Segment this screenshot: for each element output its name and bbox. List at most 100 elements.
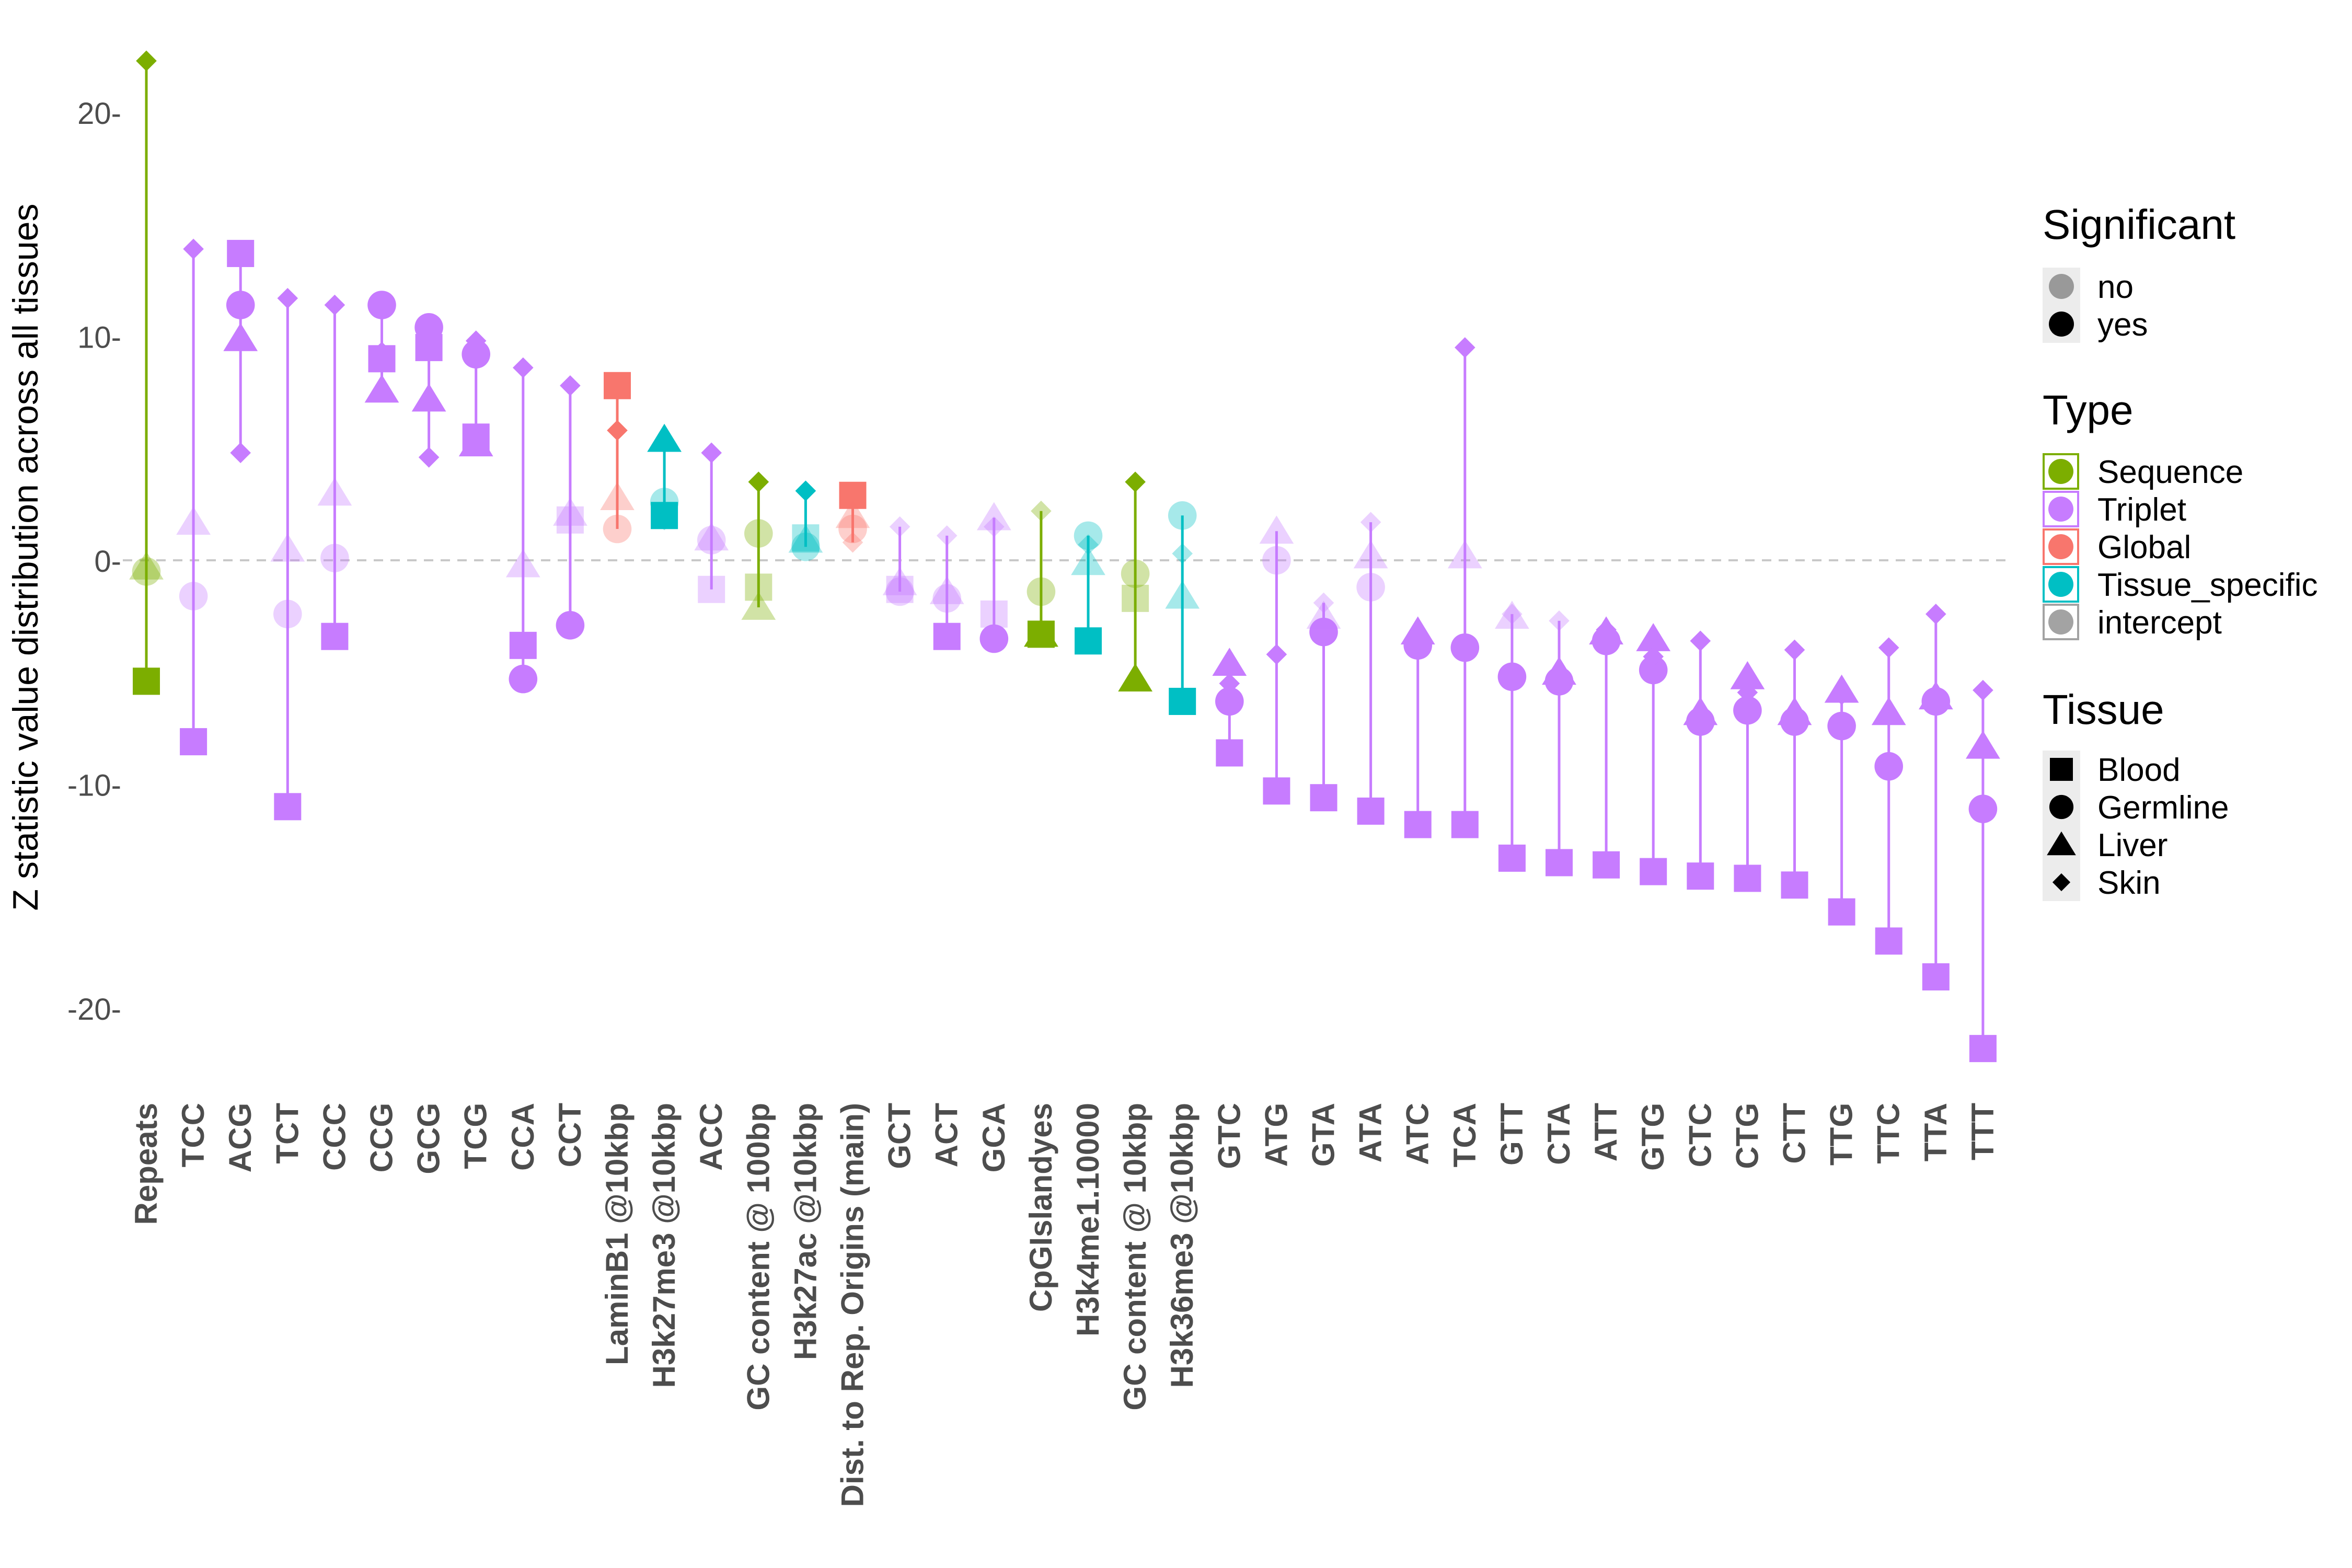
- point-liver-cct: [553, 498, 587, 526]
- legend-key-type-intercept: [2048, 609, 2073, 635]
- legend-label-type-global: Global: [2097, 529, 2191, 566]
- x-tick-label-ttt: TTT: [1965, 1103, 2000, 1160]
- y-tick-label: 10-: [77, 321, 121, 355]
- point-skin-laminb1-10kbp: [607, 420, 628, 441]
- legend-label-tissue-germline: Germline: [2097, 790, 2229, 826]
- point-liver-gct: [882, 567, 917, 595]
- legend-key-type-global: [2048, 534, 2073, 559]
- point-skin-ctt: [1784, 639, 1805, 661]
- point-skin-acc: [701, 442, 722, 464]
- point-blood-h3k27ac-10kbp: [792, 524, 820, 552]
- x-tick-label-ccg: CCG: [364, 1103, 399, 1172]
- point-blood-ctt: [1781, 871, 1808, 899]
- point-skin-gct: [889, 516, 910, 537]
- point-germline-laminb1-10kbp: [603, 514, 632, 544]
- point-liver-ctt: [1777, 697, 1812, 725]
- point-germline-repeats: [132, 557, 161, 586]
- point-skin-cpgislandyes: [1031, 500, 1052, 522]
- point-liver-gta: [1306, 601, 1341, 629]
- y-tick-label: -10-: [67, 769, 121, 803]
- point-blood-dist-to-rep-origins-main: [839, 481, 867, 509]
- point-germline-h3k27ac-10kbp: [791, 532, 820, 561]
- point-blood-gtc: [1216, 739, 1243, 767]
- point-blood-atc: [1404, 811, 1432, 838]
- x-tick-label-h3k36me3-10kbp: H3k36me3 @10kbp: [1165, 1103, 1200, 1388]
- point-skin-h3k4me1-10000: [1078, 534, 1099, 555]
- legend-label-tissue-liver: Liver: [2097, 827, 2167, 863]
- point-skin-ttt: [1973, 679, 1993, 701]
- y-axis-label: Z statistic value distribution across al…: [6, 204, 45, 911]
- point-germline-gtg: [1639, 655, 1668, 685]
- x-tick-label-ctg: CTG: [1730, 1103, 1765, 1169]
- x-tick-label-gc-content-100bp: GC content @ 100bp: [741, 1103, 776, 1411]
- point-liver-tta: [1918, 681, 1953, 710]
- point-blood-h3k36me3-10kbp: [1169, 687, 1196, 715]
- point-germline-tca: [1450, 633, 1480, 662]
- point-blood-gtt: [1498, 844, 1526, 872]
- x-tick-label-cca: CCA: [505, 1103, 540, 1171]
- legend-key-type-sequence: [2048, 459, 2073, 484]
- x-tick-label-gtc: GTC: [1212, 1103, 1247, 1169]
- point-liver-tcg: [458, 428, 493, 457]
- x-tick-label-gta: GTA: [1306, 1103, 1341, 1167]
- point-skin-acg: [230, 442, 251, 464]
- x-tick-label-ctc: CTC: [1682, 1103, 1717, 1167]
- x-tick-label-gct: GCT: [882, 1103, 917, 1169]
- point-blood-cca: [509, 631, 537, 659]
- point-skin-h3k27ac-10kbp: [795, 480, 816, 501]
- point-germline-tct: [273, 599, 302, 629]
- point-germline-gcg: [414, 313, 443, 342]
- x-tick-label-ttc: TTC: [1871, 1103, 1906, 1164]
- point-skin-gcg: [418, 447, 440, 468]
- point-skin-ttg: [1831, 684, 1852, 705]
- point-liver-acc: [694, 522, 729, 551]
- point-blood-ttt: [1969, 1035, 1997, 1063]
- x-tick-label-att: ATT: [1588, 1103, 1623, 1161]
- point-blood-act: [933, 622, 961, 650]
- point-blood-laminb1-10kbp: [604, 372, 631, 399]
- point-germline-acg: [226, 291, 255, 319]
- point-blood-gtg: [1640, 858, 1667, 885]
- x-tick-label-cpgislandyes: CpGIslandyes: [1023, 1103, 1058, 1312]
- point-blood-tca: [1451, 811, 1479, 838]
- y-tick-label: 20-: [77, 97, 121, 131]
- legend-key-type-tissue-specific: [2048, 572, 2073, 597]
- point-skin-cca: [513, 357, 534, 378]
- y-axis: 20- 10- 0- -10- -20-: [67, 97, 121, 1027]
- point-germline-gta: [1309, 617, 1338, 647]
- legend-label-type-intercept: intercept: [2097, 605, 2222, 641]
- point-liver-gc-content-10kbp: [1118, 663, 1152, 692]
- point-skin-gtt: [1502, 604, 1523, 625]
- point-liver-ttc: [1871, 697, 1906, 725]
- x-tick-label-acc: ACC: [694, 1103, 729, 1171]
- point-liver-gca: [976, 502, 1011, 531]
- point-blood-tcc: [180, 728, 207, 756]
- x-tick-label-repeats: Repeats: [129, 1103, 164, 1225]
- point-liver-gtg: [1636, 623, 1671, 651]
- point-liver-cca: [505, 549, 540, 578]
- point-skin-tcc: [183, 238, 204, 260]
- point-skin-gc-content-100bp: [748, 471, 769, 492]
- legend-label-significant-yes: yes: [2097, 307, 2148, 343]
- legend-key-type-triplet: [2048, 497, 2073, 522]
- point-blood-ccc: [321, 622, 349, 650]
- x-tick-label-ctt: CTT: [1777, 1103, 1812, 1164]
- legend-type-entries: SequenceTripletGlobalTissue_specificinte…: [2043, 453, 2318, 641]
- point-skin-tta: [1926, 604, 1946, 625]
- point-skin-ctc: [1690, 630, 1711, 652]
- point-skin-tca: [1455, 337, 1475, 358]
- data-points: [129, 50, 2000, 1063]
- point-liver-ttt: [1966, 730, 2000, 759]
- point-skin-atc: [1407, 626, 1428, 647]
- point-liver-cta: [1542, 656, 1576, 685]
- y-tick-label: 0-: [94, 545, 121, 579]
- point-germline-atg: [1262, 546, 1291, 575]
- legend-label-tissue-skin: Skin: [2097, 865, 2161, 901]
- x-tick-label-gtt: GTT: [1494, 1103, 1529, 1166]
- legend-key-tissue-skin: [2052, 873, 2071, 892]
- point-blood-ctc: [1687, 862, 1714, 890]
- point-blood-gct: [886, 575, 914, 603]
- point-liver-cpgislandyes: [1024, 618, 1058, 647]
